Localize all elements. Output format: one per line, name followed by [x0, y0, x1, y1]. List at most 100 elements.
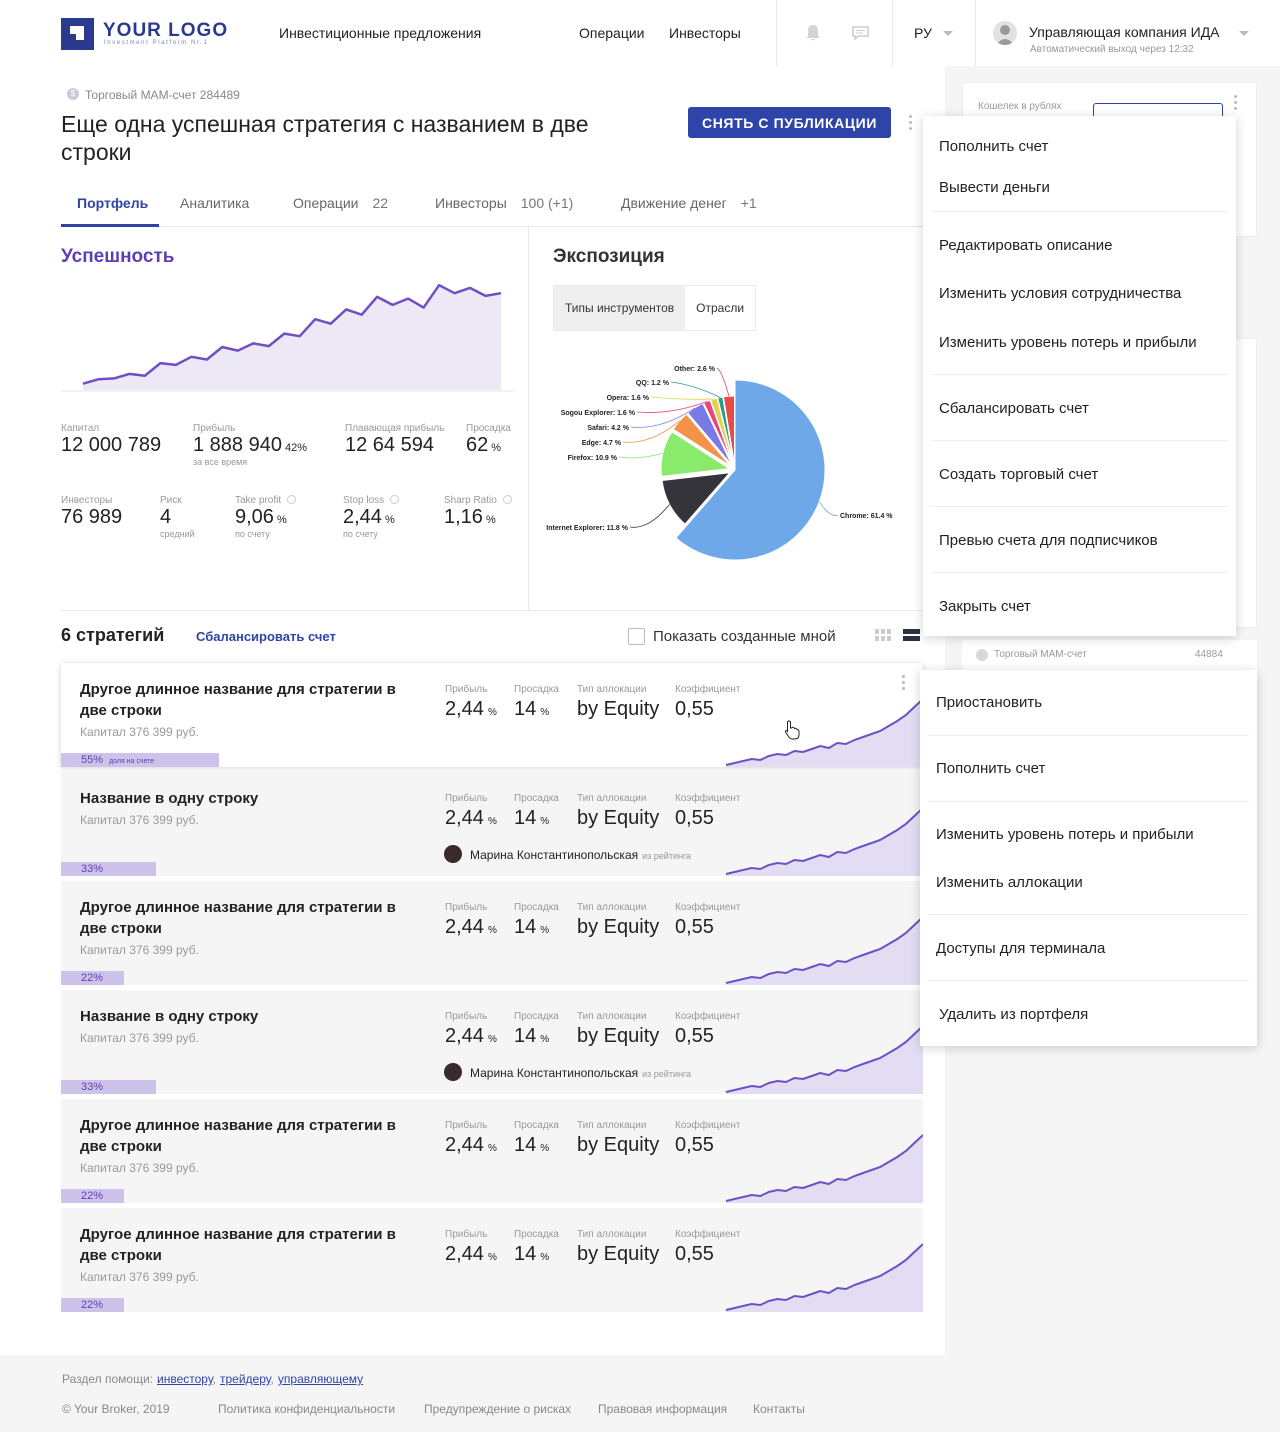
footer-risk-link[interactable]: Предупреждение о рисках — [424, 1402, 572, 1416]
pie-connector — [818, 501, 839, 516]
strategy-actions-menu: Приостановить Пополнить счет Изменить ур… — [920, 670, 1257, 1046]
metric-allocation-type: Тип аллокации by Equity — [577, 902, 660, 938]
metric-coefficient: Коэффициент 0,55 — [675, 1120, 741, 1156]
strategy-name[interactable]: Другое длинное название для стратегии в … — [80, 681, 396, 719]
nav-investment-offers[interactable]: Инвестиционные предложения — [279, 25, 482, 41]
language-select[interactable]: РУ — [914, 25, 932, 41]
sparkline-line — [725, 1134, 923, 1202]
menu-item-preview[interactable]: Превью счета для подписчиков — [939, 532, 1158, 549]
menu-item-pause[interactable]: Приостановить — [936, 694, 1043, 711]
tab-money-flow[interactable]: Движение денег +1 — [621, 195, 757, 211]
account-row[interactable]: Торговый МАМ-счет 44884 — [962, 640, 1257, 670]
hand-cursor-icon — [784, 720, 800, 740]
chevron-down-icon[interactable] — [943, 31, 953, 36]
stat-sharp-ratio: Sharp Ratio 1,16% — [444, 495, 512, 529]
menu-divider — [928, 735, 1249, 736]
strategy-card[interactable]: Другое длинное название для стратегии в … — [61, 1099, 923, 1203]
pie-label: Opera: 1.6 % — [607, 395, 650, 402]
kebab-menu-icon[interactable] — [909, 115, 913, 131]
logo-mark[interactable] — [61, 18, 94, 50]
show-mine-label[interactable]: Показать созданные мной — [653, 628, 836, 645]
strategy-card[interactable]: Другое длинное название для стратегии в … — [61, 663, 923, 767]
tab-count: 22 — [372, 195, 389, 211]
pie-label: QQ: 1.2 % — [636, 380, 670, 387]
menu-item-withdraw[interactable]: Вывести деньги — [939, 179, 1050, 196]
menu-item-change-allocation[interactable]: Изменить аллокации — [936, 874, 1083, 891]
stat-investors: Инвесторы 76 989 — [61, 495, 123, 528]
menu-item-change-loss-profit[interactable]: Изменить уровень потерь и прибыли — [939, 334, 1197, 351]
user-avatar[interactable] — [993, 21, 1017, 45]
strategy-capital: Капитал 376 399 руб. — [80, 1031, 199, 1045]
tab-portfolio[interactable]: Портфель — [77, 195, 149, 211]
strategy-card[interactable]: Другое длинное название для стратегии в … — [61, 881, 923, 985]
info-icon[interactable] — [287, 495, 297, 504]
menu-item-terminal-access[interactable]: Доступы для терминала — [936, 940, 1106, 957]
kebab-menu-icon[interactable] — [902, 675, 906, 691]
footer-privacy-link[interactable]: Политика конфиденциальности — [218, 1402, 396, 1416]
metric-coefficient: Коэффициент 0,55 — [675, 1011, 741, 1047]
info-icon[interactable] — [390, 495, 400, 504]
metric-coefficient: Коэффициент 0,55 — [675, 793, 741, 829]
menu-item-remove-from-portfolio[interactable]: Удалить из портфеля — [939, 1006, 1089, 1023]
account-label: Торговый МАМ-счет 284489 — [85, 88, 240, 102]
chat-icon[interactable] — [852, 26, 869, 40]
share-bar: 33% — [61, 862, 156, 876]
strategy-sparkline — [725, 1025, 923, 1094]
strategy-name[interactable]: Название в одну строку — [80, 790, 259, 807]
grid-view-icon[interactable] — [875, 629, 891, 642]
menu-item-balance[interactable]: Сбалансировать счет — [939, 400, 1089, 417]
tab-analytics[interactable]: Аналитика — [180, 195, 250, 211]
list-view-icon[interactable] — [903, 629, 920, 642]
strategy-name[interactable]: Другое длинное название для стратегии в … — [80, 899, 396, 937]
footer-contacts-link[interactable]: Контакты — [753, 1402, 805, 1416]
menu-item-edit-description[interactable]: Редактировать описание — [939, 237, 1113, 254]
help-link-investor[interactable]: инвестору — [157, 1372, 213, 1386]
metric-allocation-type: Тип аллокации by Equity — [577, 1120, 660, 1156]
strategy-author[interactable]: Марина Константинопольская из рейтинга — [444, 1063, 691, 1081]
metric-allocation-type: Тип аллокации by Equity — [577, 684, 660, 720]
strategy-name[interactable]: Другое длинное название для стратегии в … — [80, 1117, 396, 1155]
pie-label: Chrome: 61.4 % — [840, 513, 893, 520]
chevron-down-icon[interactable] — [1239, 31, 1249, 36]
nav-investors[interactable]: Инвесторы — [669, 25, 741, 41]
menu-item-deposit[interactable]: Пополнить счет — [939, 138, 1049, 155]
menu-item-change-loss-profit[interactable]: Изменить уровень потерь и прибыли — [936, 826, 1194, 843]
pie-connector — [650, 396, 714, 400]
info-icon[interactable] — [502, 495, 512, 504]
strategy-sparkline — [725, 1134, 923, 1203]
menu-item-create-account[interactable]: Создать торговый счет — [939, 466, 1099, 483]
footer-legal-link[interactable]: Правовая информация — [598, 1402, 728, 1416]
sparkline-area — [726, 699, 923, 767]
page-title: Еще одна успешная стратегия с названием … — [61, 111, 589, 165]
strategy-card[interactable]: Название в одну строку Капитал 376 399 р… — [61, 772, 923, 876]
help-link-manager[interactable]: управляющему — [277, 1372, 364, 1386]
menu-item-change-terms[interactable]: Изменить условия сотрудничества — [939, 285, 1182, 302]
unpublish-button[interactable]: СНЯТЬ С ПУБЛИКАЦИИ — [688, 107, 891, 138]
seg-industries[interactable]: Отрасли — [696, 301, 745, 315]
kebab-menu-icon[interactable] — [1234, 95, 1238, 111]
strategy-card[interactable]: Название в одну строку Капитал 376 399 р… — [61, 990, 923, 1094]
pie-slice-internet-explorer — [661, 472, 731, 525]
help-link-trader[interactable]: трейдеру — [219, 1372, 271, 1386]
strategy-card[interactable]: Другое длинное название для стратегии в … — [61, 1208, 923, 1312]
bell-icon[interactable] — [805, 24, 821, 42]
logo-text[interactable]: YOUR LOGO — [103, 20, 229, 41]
strategy-name[interactable]: Другое длинное название для стратегии в … — [80, 1226, 396, 1264]
exposition-pie-chart: Chrome: 61.4 % Internet Explorer: 11.8 % F… — [546, 366, 893, 561]
share-bar: 33% — [61, 1080, 156, 1094]
tab-investors[interactable]: Инвесторы 100 (+1) — [435, 195, 574, 211]
nav-operations[interactable]: Операции — [579, 25, 645, 41]
user-name[interactable]: Управляющая компания ИДА — [1029, 24, 1220, 40]
strategy-capital: Капитал 376 399 руб. — [80, 1161, 199, 1175]
sparkline-area — [726, 1135, 923, 1203]
tab-operations[interactable]: Операции 22 — [293, 195, 389, 211]
balance-account-link[interactable]: Сбалансировать счет — [196, 629, 336, 644]
seg-instrument-types[interactable]: Типы инструментов — [554, 286, 686, 330]
sparkline-area — [726, 1244, 923, 1312]
show-mine-checkbox[interactable] — [628, 628, 645, 645]
menu-item-close-account[interactable]: Закрыть счет — [939, 598, 1031, 615]
strategies-count-title: 6 стратегий — [61, 625, 165, 645]
strategy-name[interactable]: Название в одну строку — [80, 1008, 259, 1025]
menu-item-deposit[interactable]: Пополнить счет — [936, 760, 1046, 777]
strategy-author[interactable]: Марина Константинопольская из рейтинга — [444, 845, 691, 863]
